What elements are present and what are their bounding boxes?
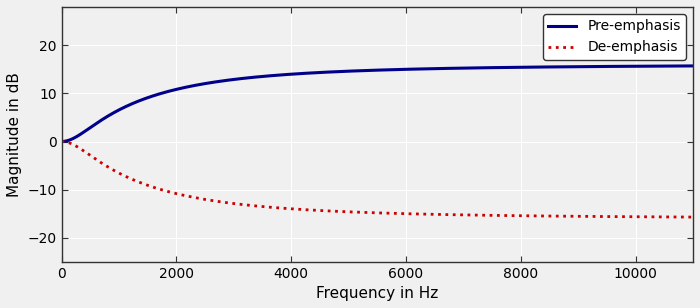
De-emphasis — [689, 215, 697, 219]
Y-axis label: Magnitude in dB: Magnitude in dB — [7, 72, 22, 197]
De-emphasis — [365, 211, 373, 214]
Pre-emphasis — [57, 140, 66, 143]
Pre-emphasis — [348, 69, 356, 73]
X-axis label: Frequency in Hz: Frequency in Hz — [316, 286, 438, 301]
De-emphasis — [348, 210, 356, 214]
De-emphasis — [90, 156, 98, 160]
Pre-emphasis — [554, 65, 563, 69]
Pre-emphasis — [671, 64, 679, 68]
Pre-emphasis — [90, 123, 98, 127]
Line: De-emphasis: De-emphasis — [62, 141, 693, 217]
De-emphasis — [670, 215, 678, 219]
Pre-emphasis — [670, 64, 678, 68]
De-emphasis — [57, 140, 66, 143]
Line: Pre-emphasis: Pre-emphasis — [62, 66, 693, 141]
De-emphasis — [671, 215, 679, 219]
Pre-emphasis — [689, 64, 697, 68]
Legend: Pre-emphasis, De-emphasis: Pre-emphasis, De-emphasis — [542, 14, 686, 60]
Pre-emphasis — [365, 69, 373, 72]
De-emphasis — [554, 214, 563, 218]
